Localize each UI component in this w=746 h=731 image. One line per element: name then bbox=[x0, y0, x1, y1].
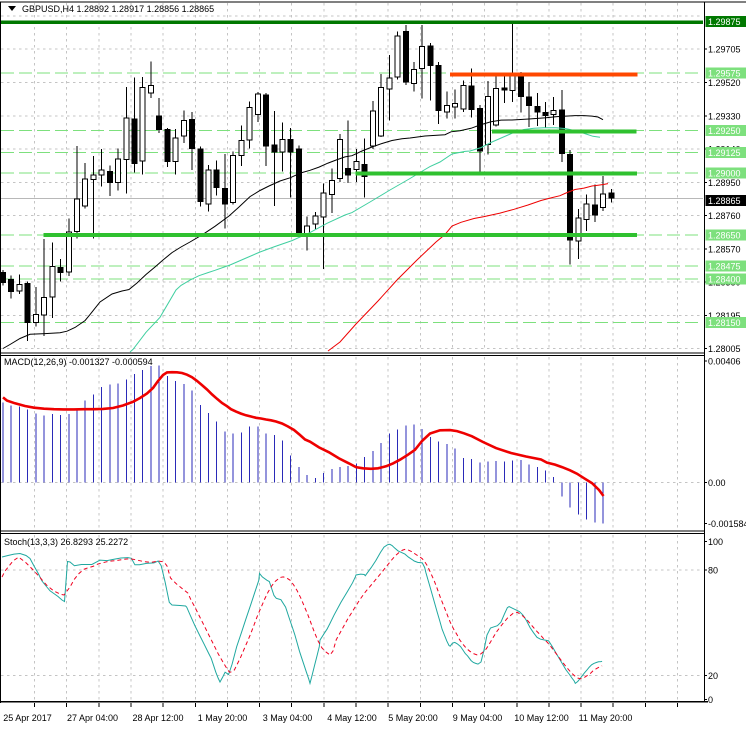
svg-text:1.29330: 1.29330 bbox=[708, 111, 741, 121]
svg-text:11 May 20:00: 11 May 20:00 bbox=[579, 713, 633, 723]
svg-text:1.29000: 1.29000 bbox=[708, 169, 741, 179]
svg-text:1 May 20:00: 1 May 20:00 bbox=[198, 713, 248, 723]
svg-text:1.28400: 1.28400 bbox=[708, 275, 741, 285]
svg-text:5 May 20:00: 5 May 20:00 bbox=[388, 713, 438, 723]
svg-text:9 May 04:00: 9 May 04:00 bbox=[453, 713, 503, 723]
svg-text:1.28760: 1.28760 bbox=[708, 211, 741, 221]
svg-text:10 May 12:00: 10 May 12:00 bbox=[514, 713, 569, 723]
svg-text:27 Apr 04:00: 27 Apr 04:00 bbox=[67, 713, 118, 723]
svg-text:1.28570: 1.28570 bbox=[708, 244, 741, 254]
svg-text:1.29520: 1.29520 bbox=[708, 78, 741, 88]
svg-text:100: 100 bbox=[708, 537, 723, 547]
svg-text:0: 0 bbox=[708, 695, 713, 705]
svg-text:1.28650: 1.28650 bbox=[708, 231, 741, 241]
svg-text:3 May 04:00: 3 May 04:00 bbox=[263, 713, 313, 723]
svg-text:GBPUSD,H4 1.28892 1.28917 1.2: GBPUSD,H4 1.28892 1.28917 1.28856 1.2886… bbox=[22, 4, 214, 14]
svg-text:1.28150: 1.28150 bbox=[708, 318, 741, 328]
svg-text:0.00406: 0.00406 bbox=[708, 357, 741, 367]
svg-text:4 May 12:00: 4 May 12:00 bbox=[327, 713, 377, 723]
svg-text:-0.001584: -0.001584 bbox=[708, 519, 746, 529]
svg-text:1.29875: 1.29875 bbox=[708, 17, 741, 27]
svg-text:1.29125: 1.29125 bbox=[708, 148, 741, 158]
svg-text:1.28865: 1.28865 bbox=[708, 196, 741, 206]
svg-text:25 Apr 2017: 25 Apr 2017 bbox=[3, 713, 52, 723]
svg-text:1.28475: 1.28475 bbox=[708, 262, 741, 272]
svg-text:1.28950: 1.28950 bbox=[708, 178, 741, 188]
svg-text:1.28005: 1.28005 bbox=[708, 344, 741, 354]
svg-text:1.28195: 1.28195 bbox=[708, 311, 741, 321]
svg-text:0.00: 0.00 bbox=[708, 478, 726, 488]
svg-text:Stoch(13,3,3) 26.8293 25.2272: Stoch(13,3,3) 26.8293 25.2272 bbox=[4, 537, 128, 547]
svg-text:28 Apr 12:00: 28 Apr 12:00 bbox=[132, 713, 183, 723]
svg-text:1.29575: 1.29575 bbox=[708, 68, 741, 78]
svg-text:20: 20 bbox=[708, 671, 718, 681]
svg-text:1.29705: 1.29705 bbox=[708, 45, 741, 55]
svg-text:MACD(12,26,9) -0.001327 -0.000: MACD(12,26,9) -0.001327 -0.000594 bbox=[4, 357, 153, 367]
svg-text:80: 80 bbox=[708, 566, 718, 576]
svg-text:1.29250: 1.29250 bbox=[708, 126, 741, 136]
